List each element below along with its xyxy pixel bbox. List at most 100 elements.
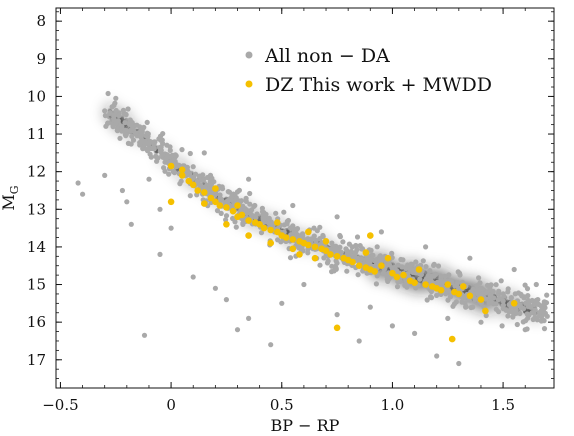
y-tick-label: 12	[27, 163, 46, 181]
dz-point	[289, 245, 297, 253]
dz-point	[178, 172, 186, 179]
non-da-point	[178, 178, 184, 184]
density-dot	[107, 115, 112, 120]
non-da-point	[200, 177, 206, 183]
dz-point	[333, 252, 341, 260]
non-da-point	[207, 172, 214, 178]
non-da-point	[248, 212, 254, 218]
dz-point	[322, 238, 330, 245]
non-da-point	[493, 306, 499, 312]
non-da-point	[429, 273, 435, 279]
non-da-point	[75, 180, 81, 186]
y-tick-label: 11	[27, 125, 46, 143]
non-da-point	[122, 132, 128, 138]
non-da-point	[508, 295, 514, 301]
dz-point	[289, 236, 297, 243]
non-da-point	[514, 321, 520, 328]
dz-point	[371, 268, 379, 275]
non-da-point	[380, 270, 387, 276]
non-da-point	[445, 287, 451, 294]
non-da-point	[488, 299, 494, 305]
legend-label-non-da: All non − DA	[264, 45, 390, 67]
dz-point	[185, 177, 193, 185]
non-da-point	[431, 261, 437, 267]
non-da-point	[308, 236, 314, 242]
non-da-point	[533, 281, 539, 288]
non-da-point	[500, 291, 506, 297]
non-da-point	[537, 309, 543, 316]
non-da-point	[525, 312, 531, 318]
y-tick-label: 14	[27, 238, 46, 256]
non-da-point	[368, 256, 374, 262]
non-da-point	[523, 318, 529, 324]
non-da-point	[529, 297, 535, 304]
dz-point	[362, 249, 370, 256]
non-da-point	[116, 113, 122, 119]
non-da-point	[500, 298, 506, 304]
x-axis: −0.5 0 0.5 1.0 1.5	[42, 8, 526, 414]
non-da-point	[451, 301, 458, 307]
non-da-point	[446, 272, 452, 278]
non-da-point	[506, 308, 512, 315]
non-da-point	[325, 258, 331, 264]
dz-point	[201, 200, 208, 207]
non-da-point	[340, 239, 346, 245]
legend: All non − DA DZ This work + MWDD	[245, 45, 492, 96]
non-da-point	[355, 272, 361, 278]
non-da-point	[184, 171, 190, 177]
non-da-point	[123, 127, 129, 134]
dz-point	[267, 226, 275, 234]
non-da-point	[211, 179, 217, 185]
y-axis: 8 9 10 11 12 13 14 15 16 17	[27, 11, 554, 379]
non-da-point	[114, 119, 120, 125]
dz-point	[245, 232, 252, 239]
non-da-point	[356, 338, 362, 344]
non-da-point	[354, 234, 361, 240]
non-da-point	[386, 260, 392, 266]
non-da-point	[487, 287, 493, 293]
dz-point	[274, 219, 281, 226]
dz-point	[482, 307, 489, 315]
non-da-point	[311, 233, 317, 239]
non-da-point	[478, 319, 484, 325]
non-da-point	[420, 258, 426, 264]
non-da-point	[150, 145, 156, 151]
non-da-point	[168, 225, 174, 231]
dz-point	[400, 271, 407, 279]
dz-point	[194, 187, 201, 194]
non-da-point	[120, 107, 126, 113]
dz-series	[167, 162, 518, 343]
non-da-point	[522, 327, 528, 333]
dz-point	[444, 281, 452, 288]
non-da-point	[190, 164, 196, 170]
non-da-point	[301, 281, 307, 288]
non-da-point	[337, 234, 343, 240]
dz-point	[274, 228, 281, 236]
non-da-point	[513, 306, 519, 312]
non-da-point	[223, 297, 229, 303]
non-da-point	[463, 304, 469, 310]
dz-point	[167, 162, 175, 170]
dz-point	[207, 194, 215, 202]
dz-point	[455, 290, 463, 298]
non-da-point	[150, 139, 157, 145]
non-da-point	[103, 123, 109, 129]
non-da-point	[357, 243, 363, 249]
non-da-point	[399, 264, 405, 270]
non-da-point	[365, 259, 371, 265]
plot-frame	[55, 7, 555, 389]
non-da-point	[500, 302, 506, 308]
non-da-point	[143, 141, 149, 147]
non-da-point	[488, 282, 494, 288]
non-da-point	[477, 280, 483, 286]
non-da-point	[190, 274, 196, 280]
dz-point	[223, 204, 230, 211]
non-da-point	[384, 276, 390, 283]
non-da-point	[417, 276, 423, 282]
non-da-point	[133, 130, 139, 136]
non-da-point	[102, 113, 108, 119]
non-da-point	[157, 206, 163, 212]
non-da-point	[495, 297, 501, 303]
y-axis-label-sub: G	[8, 185, 21, 194]
non-da-point	[512, 291, 518, 297]
